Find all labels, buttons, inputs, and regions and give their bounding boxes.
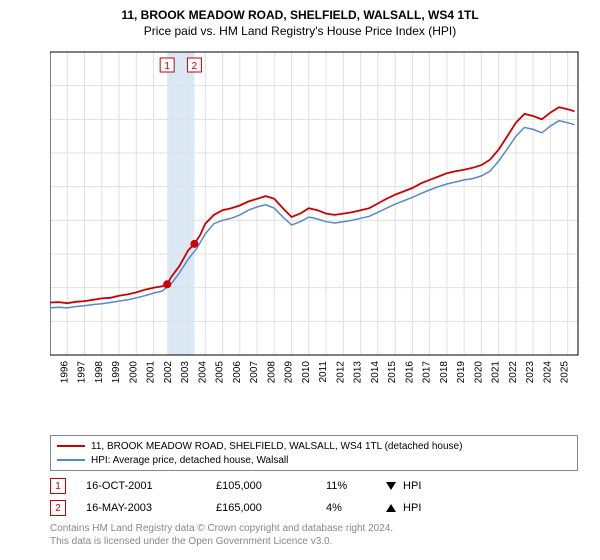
svg-text:1999: 1999 — [111, 361, 122, 384]
svg-text:2014: 2014 — [370, 361, 381, 384]
legend-label: 11, BROOK MEADOW ROAD, SHELFIELD, WALSAL… — [91, 441, 462, 452]
svg-text:2025: 2025 — [560, 361, 571, 384]
svg-text:2004: 2004 — [197, 361, 208, 384]
arrow-up-icon — [386, 504, 396, 512]
footer-line-1: Contains HM Land Registry data © Crown c… — [50, 522, 393, 535]
svg-text:2018: 2018 — [439, 361, 450, 384]
svg-text:2003: 2003 — [180, 361, 191, 384]
transaction-marker: 2 — [50, 500, 66, 516]
transaction-pct: 11% — [326, 480, 386, 492]
transaction-direction: HPI — [386, 480, 456, 492]
transaction-row: 2 16-MAY-2003£165,0004% HPI — [50, 497, 456, 519]
legend-label: HPI: Average price, detached house, Wals… — [91, 455, 288, 466]
svg-text:2021: 2021 — [491, 361, 502, 384]
svg-text:1995: 1995 — [50, 361, 53, 384]
title-block: 11, BROOK MEADOW ROAD, SHELFIELD, WALSAL… — [0, 0, 600, 38]
svg-text:2019: 2019 — [456, 361, 467, 384]
transaction-price: £165,000 — [216, 502, 326, 514]
svg-text:2008: 2008 — [266, 361, 277, 384]
svg-text:2017: 2017 — [422, 361, 433, 384]
transaction-date: 16-MAY-2003 — [86, 502, 216, 514]
transaction-price: £105,000 — [216, 480, 326, 492]
chart-area: £0£50K£100K£150K£200K£250K£300K£350K£400… — [50, 50, 580, 395]
transaction-marker: 1 — [50, 478, 66, 494]
transactions-table: 1 16-OCT-2001£105,00011% HPI 2 16-MAY-2003£… — [50, 475, 456, 519]
footer-line-2: This data is licensed under the Open Gov… — [50, 535, 393, 548]
svg-text:2013: 2013 — [353, 361, 364, 384]
svg-text:1997: 1997 — [77, 361, 88, 384]
svg-text:2001: 2001 — [146, 361, 157, 384]
svg-text:2007: 2007 — [249, 361, 260, 384]
svg-text:2002: 2002 — [163, 361, 174, 384]
svg-text:1: 1 — [164, 61, 170, 72]
svg-text:2012: 2012 — [335, 361, 346, 384]
svg-text:2011: 2011 — [318, 361, 329, 383]
chart-title: 11, BROOK MEADOW ROAD, SHELFIELD, WALSAL… — [0, 8, 600, 22]
svg-text:2009: 2009 — [284, 361, 295, 384]
svg-text:2006: 2006 — [232, 361, 243, 384]
svg-text:1996: 1996 — [59, 361, 70, 384]
transaction-direction: HPI — [386, 502, 456, 514]
svg-text:2015: 2015 — [387, 361, 398, 384]
svg-text:2005: 2005 — [215, 361, 226, 384]
chart-svg: £0£50K£100K£150K£200K£250K£300K£350K£400… — [50, 50, 580, 395]
svg-text:1998: 1998 — [94, 361, 105, 384]
svg-text:2016: 2016 — [404, 361, 415, 384]
transaction-row: 1 16-OCT-2001£105,00011% HPI — [50, 475, 456, 497]
transaction-pct: 4% — [326, 502, 386, 514]
svg-text:2: 2 — [192, 61, 198, 72]
legend-row: HPI: Average price, detached house, Wals… — [57, 453, 571, 467]
svg-text:2023: 2023 — [525, 361, 536, 384]
footer-attribution: Contains HM Land Registry data © Crown c… — [50, 522, 393, 548]
legend: 11, BROOK MEADOW ROAD, SHELFIELD, WALSAL… — [50, 435, 578, 471]
chart-subtitle: Price paid vs. HM Land Registry's House … — [0, 24, 600, 38]
svg-text:2000: 2000 — [128, 361, 139, 384]
legend-swatch — [57, 459, 85, 461]
svg-text:2024: 2024 — [542, 361, 553, 384]
svg-text:2022: 2022 — [508, 361, 519, 384]
legend-swatch — [57, 445, 85, 447]
legend-row: 11, BROOK MEADOW ROAD, SHELFIELD, WALSAL… — [57, 439, 571, 453]
chart-container: { "title": "11, BROOK MEADOW ROAD, SHELF… — [0, 0, 600, 560]
arrow-down-icon — [386, 482, 396, 490]
transaction-date: 16-OCT-2001 — [86, 480, 216, 492]
svg-text:2020: 2020 — [473, 361, 484, 384]
svg-text:2010: 2010 — [301, 361, 312, 384]
